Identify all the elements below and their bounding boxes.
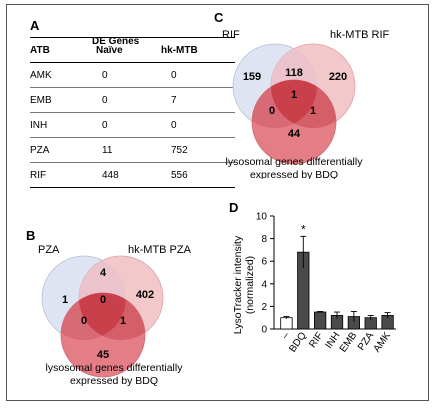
figure-frame: [6, 4, 429, 401]
cell-naive: 0: [102, 69, 108, 81]
cell-naive: 11: [102, 144, 113, 156]
venn-c-count-left-only: 159: [243, 71, 261, 83]
panel-a-letter: A: [30, 18, 40, 33]
x-tick-label: –: [280, 330, 292, 341]
venn-b-caption-line2: expressed by BDQ: [70, 375, 158, 387]
column-header-hk-mtb: hk-MTB: [161, 44, 198, 56]
venn-diagram-c: RIF hk-MTB RIF 159 118 220 1 0 1 44 lyso…: [222, 29, 390, 179]
y-tick-label: 6: [261, 257, 267, 268]
column-header-atb: ATB: [30, 44, 50, 56]
lysotracker-bar-chart: LysoTracker intensity (normalized) 0 2 4 6 8…: [232, 212, 396, 354]
cell-atb: AMK: [30, 69, 52, 81]
x-tick-label: BDQ: [287, 330, 309, 354]
table-row: EMB 0 7: [30, 88, 235, 113]
cell-atb: INH: [30, 119, 48, 131]
venn-c-label-left: RIF: [222, 29, 240, 41]
venn-b-count-left-only: 1: [62, 294, 68, 306]
bar: [314, 311, 327, 330]
panel-d-letter: D: [229, 200, 239, 215]
x-tick-label: EMB: [338, 330, 360, 354]
venn-c-count-left-right: 118: [285, 67, 303, 79]
venn-b-label-right: hk-MTB PZA: [128, 244, 192, 256]
venn-c-count-right-only: 220: [329, 71, 347, 83]
y-tick-label: 10: [256, 212, 268, 223]
y-tick-label: 2: [261, 302, 267, 313]
table-row: RIF 448 556: [30, 163, 235, 188]
venn-b-count-bottom-only: 45: [97, 349, 109, 361]
column-header-naive: Naïve: [96, 44, 123, 56]
table-row: INH 0 0: [30, 113, 235, 138]
cell-atb: PZA: [30, 144, 50, 156]
cell-hk-mtb: 752: [171, 144, 188, 156]
table-row: AMK 0 0: [30, 63, 235, 88]
venn-c-count-center: 1: [291, 89, 297, 101]
cell-naive: 0: [102, 94, 108, 106]
venn-diagram-b: PZA hk-MTB PZA 1 4 402 0 0 1 45 lysosoma…: [38, 244, 192, 387]
bar: [280, 317, 293, 330]
x-tick-label: AMK: [372, 330, 394, 354]
cell-hk-mtb: 556: [171, 169, 188, 181]
venn-b-count-left-right: 4: [100, 267, 107, 279]
cell-naive: 448: [102, 169, 119, 181]
venn-b-count-center: 0: [100, 294, 106, 306]
venn-c-caption-line1: lysosomal genes differentially: [226, 156, 364, 168]
cell-hk-mtb: 7: [171, 94, 177, 106]
cell-atb: EMB: [30, 94, 52, 106]
panel-c-letter: C: [214, 10, 224, 25]
venn-c-count-right-bottom: 1: [310, 105, 316, 117]
table-row: PZA 11 752: [30, 138, 235, 163]
cell-hk-mtb: 0: [171, 119, 177, 131]
venn-c-caption-line2: expressed by BDQ: [250, 169, 338, 179]
panel-b-letter: B: [26, 228, 36, 243]
de-genes-caption: DE Genes: [92, 36, 140, 47]
de-genes-table: ATB Naïve hk-MTB AMK 0 0 EMB 0 7 INH 0 0 PZA 11 752…: [30, 37, 235, 188]
venn-c-label-right: hk-MTB RIF: [330, 29, 390, 41]
cell-hk-mtb: 0: [171, 69, 177, 81]
venn-c-count-left-bottom: 0: [269, 105, 275, 117]
venn-b-count-right-bottom: 1: [120, 315, 126, 327]
y-tick-label: 4: [261, 279, 267, 290]
venn-b-count-left-bottom: 0: [81, 315, 87, 327]
cell-naive: 0: [102, 119, 108, 131]
y-axis-label-line2: (normalized): [244, 256, 256, 314]
venn-b-label-left: PZA: [38, 244, 60, 256]
cell-atb: RIF: [30, 169, 47, 181]
venn-b-caption-line1: lysosomal genes differentially: [46, 362, 184, 374]
y-axis-label-line1: LysoTracker intensity: [232, 235, 244, 334]
venn-c-count-bottom-only: 44: [288, 128, 301, 140]
y-tick-label: 0: [261, 325, 267, 336]
x-tick-label: RIF: [307, 330, 325, 350]
significance-marker: *: [301, 222, 306, 236]
y-tick-label: 8: [261, 234, 267, 245]
venn-b-count-right-only: 402: [136, 289, 154, 301]
